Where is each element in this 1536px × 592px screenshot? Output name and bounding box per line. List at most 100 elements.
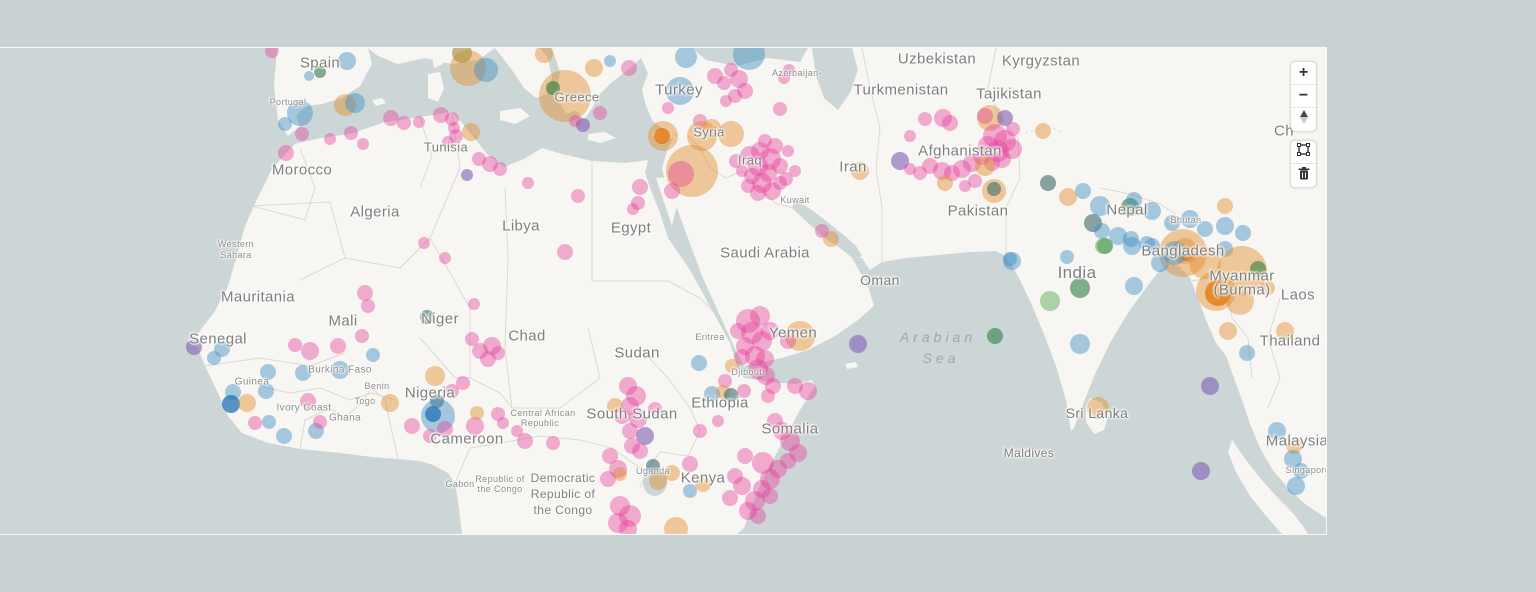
data-bubble-pink[interactable]: [295, 127, 309, 141]
data-bubble-blue[interactable]: [207, 351, 221, 365]
data-bubble-orange[interactable]: [687, 121, 717, 151]
data-bubble-pink[interactable]: [765, 378, 781, 394]
data-bubble-orange[interactable]: [1217, 198, 1233, 214]
data-bubble-blue[interactable]: [1293, 463, 1309, 479]
data-bubble-pink[interactable]: [448, 122, 460, 134]
data-bubble-pink[interactable]: [741, 322, 763, 344]
data-bubble-pink[interactable]: [629, 410, 647, 428]
data-bubble-orange[interactable]: [1059, 188, 1077, 206]
zoom-in-button[interactable]: +: [1291, 62, 1316, 85]
delete-button[interactable]: [1291, 164, 1316, 187]
data-bubble-pink[interactable]: [668, 161, 694, 187]
data-bubble-pink[interactable]: [619, 520, 637, 534]
data-bubble-blue[interactable]: [1094, 223, 1110, 239]
data-bubble-pink[interactable]: [602, 448, 618, 464]
draw-rectangle-button[interactable]: [1291, 141, 1316, 164]
data-bubble-pink[interactable]: [472, 343, 488, 359]
data-bubble-pink[interactable]: [740, 146, 760, 166]
data-bubble-pink[interactable]: [483, 337, 501, 355]
data-bubble-orange[interactable]: [425, 366, 445, 386]
data-bubble-pink[interactable]: [627, 203, 639, 215]
data-bubble-pink[interactable]: [799, 382, 817, 400]
data-bubble-blue[interactable]: [1109, 227, 1127, 245]
data-bubble-blue[interactable]: [1287, 477, 1305, 495]
data-bubble-teal[interactable]: [1040, 175, 1056, 191]
data-bubble-pink[interactable]: [748, 156, 768, 176]
data-bubble-pink[interactable]: [265, 48, 279, 58]
data-bubble-pink[interactable]: [922, 158, 938, 174]
data-bubble-orange[interactable]: [664, 517, 688, 534]
data-bubble-blue[interactable]: [1126, 192, 1142, 208]
data-bubble-pink[interactable]: [418, 237, 430, 249]
data-bubble-pink[interactable]: [789, 165, 801, 177]
data-bubble-pink[interactable]: [480, 351, 496, 367]
data-bubble-teal[interactable]: [1084, 214, 1102, 232]
data-bubble-pink[interactable]: [994, 130, 1016, 152]
data-bubble-blue[interactable]: [691, 355, 707, 371]
data-bubble-pink[interactable]: [619, 505, 641, 527]
data-bubble-blue[interactable]: [345, 93, 365, 113]
data-bubble-pink[interactable]: [748, 359, 768, 379]
data-bubble-pink[interactable]: [752, 173, 772, 193]
data-bubble-pink[interactable]: [1006, 122, 1020, 136]
data-bubble-pink[interactable]: [984, 155, 1000, 171]
data-bubble-orange[interactable]: [607, 398, 623, 414]
data-bubble-blue[interactable]: [1163, 241, 1187, 265]
data-bubble-pink[interactable]: [718, 374, 732, 388]
data-bubble-pink[interactable]: [913, 166, 927, 180]
data-bubble-purple[interactable]: [636, 427, 654, 445]
data-bubble-teal[interactable]: [724, 388, 738, 402]
data-bubble-orange[interactable]: [462, 123, 480, 141]
data-bubble-pink[interactable]: [730, 323, 746, 339]
data-bubble-pink[interactable]: [557, 244, 573, 260]
data-bubble-pink[interactable]: [355, 329, 369, 343]
data-bubble-pink[interactable]: [472, 152, 486, 166]
data-bubble-pink[interactable]: [904, 163, 916, 175]
data-bubble-pink[interactable]: [423, 429, 437, 443]
data-bubble-orange[interactable]: [535, 48, 553, 63]
data-bubble-pink[interactable]: [624, 438, 640, 454]
data-bubble-blue[interactable]: [1143, 202, 1161, 220]
data-bubble-blue[interactable]: [1284, 450, 1302, 468]
data-bubble-pink[interactable]: [761, 322, 779, 340]
data-bubble-pink[interactable]: [744, 168, 760, 184]
data-bubble-pink[interactable]: [987, 140, 1009, 162]
data-bubble-blue[interactable]: [474, 58, 498, 82]
data-bubble-pink[interactable]: [963, 154, 981, 172]
data-bubble-orange[interactable]: [718, 121, 744, 147]
data-bubble-pink[interactable]: [942, 115, 958, 131]
data-bubble-pink[interactable]: [288, 338, 302, 352]
data-bubble-blue[interactable]: [278, 117, 292, 131]
data-bubble-pink[interactable]: [780, 453, 796, 469]
data-bubble-pink[interactable]: [569, 115, 581, 127]
zoom-out-button[interactable]: −: [1291, 85, 1316, 108]
data-bubble-pink[interactable]: [779, 172, 793, 186]
data-bubble-blue[interactable]: [295, 365, 311, 381]
data-bubble-pink[interactable]: [300, 393, 316, 409]
data-bubble-blue[interactable]: [1268, 422, 1286, 440]
data-bubble-pink[interactable]: [693, 114, 707, 128]
data-bubble-pink[interactable]: [546, 436, 560, 450]
data-bubble-blue[interactable]: [1197, 221, 1213, 237]
data-bubble-darkblue[interactable]: [425, 406, 441, 422]
data-bubble-pink[interactable]: [773, 422, 791, 440]
data-bubble-pink[interactable]: [763, 182, 781, 200]
data-bubble-blue[interactable]: [733, 48, 765, 70]
data-bubble-pink[interactable]: [610, 496, 630, 516]
data-bubble-pink[interactable]: [750, 306, 770, 326]
data-bubble-pink[interactable]: [739, 502, 757, 520]
data-bubble-pink[interactable]: [491, 407, 505, 421]
data-bubble-pink[interactable]: [413, 116, 425, 128]
data-bubble-pink[interactable]: [761, 389, 775, 403]
data-bubble-pink[interactable]: [707, 68, 723, 84]
data-bubble-pink[interactable]: [621, 397, 639, 415]
data-bubble-orange[interactable]: [1276, 322, 1294, 340]
data-bubble-pink[interactable]: [736, 337, 754, 355]
data-bubble-darkorange[interactable]: [1180, 249, 1192, 261]
data-bubble-orange[interactable]: [1286, 438, 1302, 454]
data-bubble-orange[interactable]: [937, 175, 953, 191]
data-bubble-pink[interactable]: [626, 386, 646, 406]
data-bubble-pink[interactable]: [741, 179, 755, 193]
data-bubble-pink[interactable]: [357, 285, 373, 301]
data-bubble-orange[interactable]: [539, 70, 591, 122]
